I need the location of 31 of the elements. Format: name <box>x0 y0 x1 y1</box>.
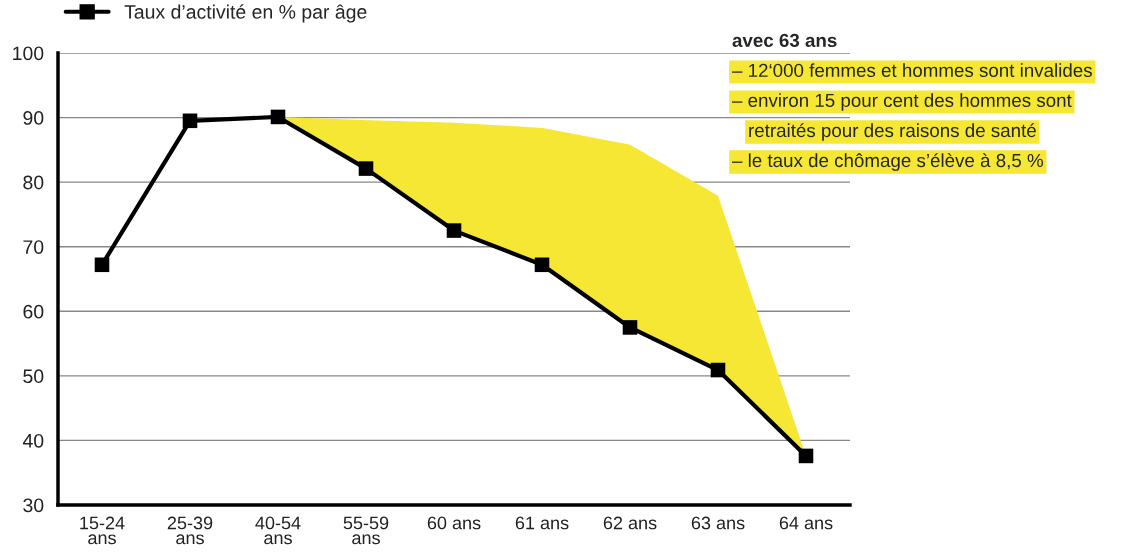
annotation: – le taux de chômage s’élève à 8,5 % <box>732 153 1043 171</box>
point <box>182 113 198 129</box>
y-tick-label: 40 <box>22 433 44 448</box>
x-tick-label: 25-39 ans <box>167 516 213 545</box>
point <box>94 257 110 273</box>
point <box>622 320 638 335</box>
x-tick-label: 64 ans <box>779 516 833 530</box>
x-tick-label: 60 ans <box>427 516 481 530</box>
x-tick-label: 63 ans <box>691 516 745 530</box>
x-tick-label: 61 ans <box>515 516 569 530</box>
point <box>446 223 462 238</box>
text: avec 63 ans <box>732 33 837 48</box>
annotation: – environ 15 pour cent des hommes sont retraités pour des raisons de santé <box>732 93 1072 141</box>
y-tick-label: 70 <box>23 240 44 254</box>
x-tick-label: 55-59 ans <box>343 516 389 545</box>
point <box>710 362 726 378</box>
x-tick-label: 62 ans <box>603 516 657 530</box>
point <box>798 448 814 464</box>
point <box>534 257 550 273</box>
y-tick-label: 100 <box>13 46 44 61</box>
point <box>358 161 374 176</box>
legend-label: Taux d’activité en % par âge <box>124 4 367 23</box>
y-tick-label: 60 <box>23 304 44 319</box>
y-tick-label: 80 <box>23 175 44 190</box>
y-tick-label: 50 <box>23 369 44 384</box>
annotation: – 12‘000 femmes et hommes sont invalides <box>732 63 1092 78</box>
y-tick-label: 90 <box>23 111 44 125</box>
x-tick-label: 40-54 ans <box>255 516 301 545</box>
y-tick-label: 30 <box>23 498 44 513</box>
point <box>270 109 286 125</box>
x-tick-label: 15-24 ans <box>80 516 125 545</box>
